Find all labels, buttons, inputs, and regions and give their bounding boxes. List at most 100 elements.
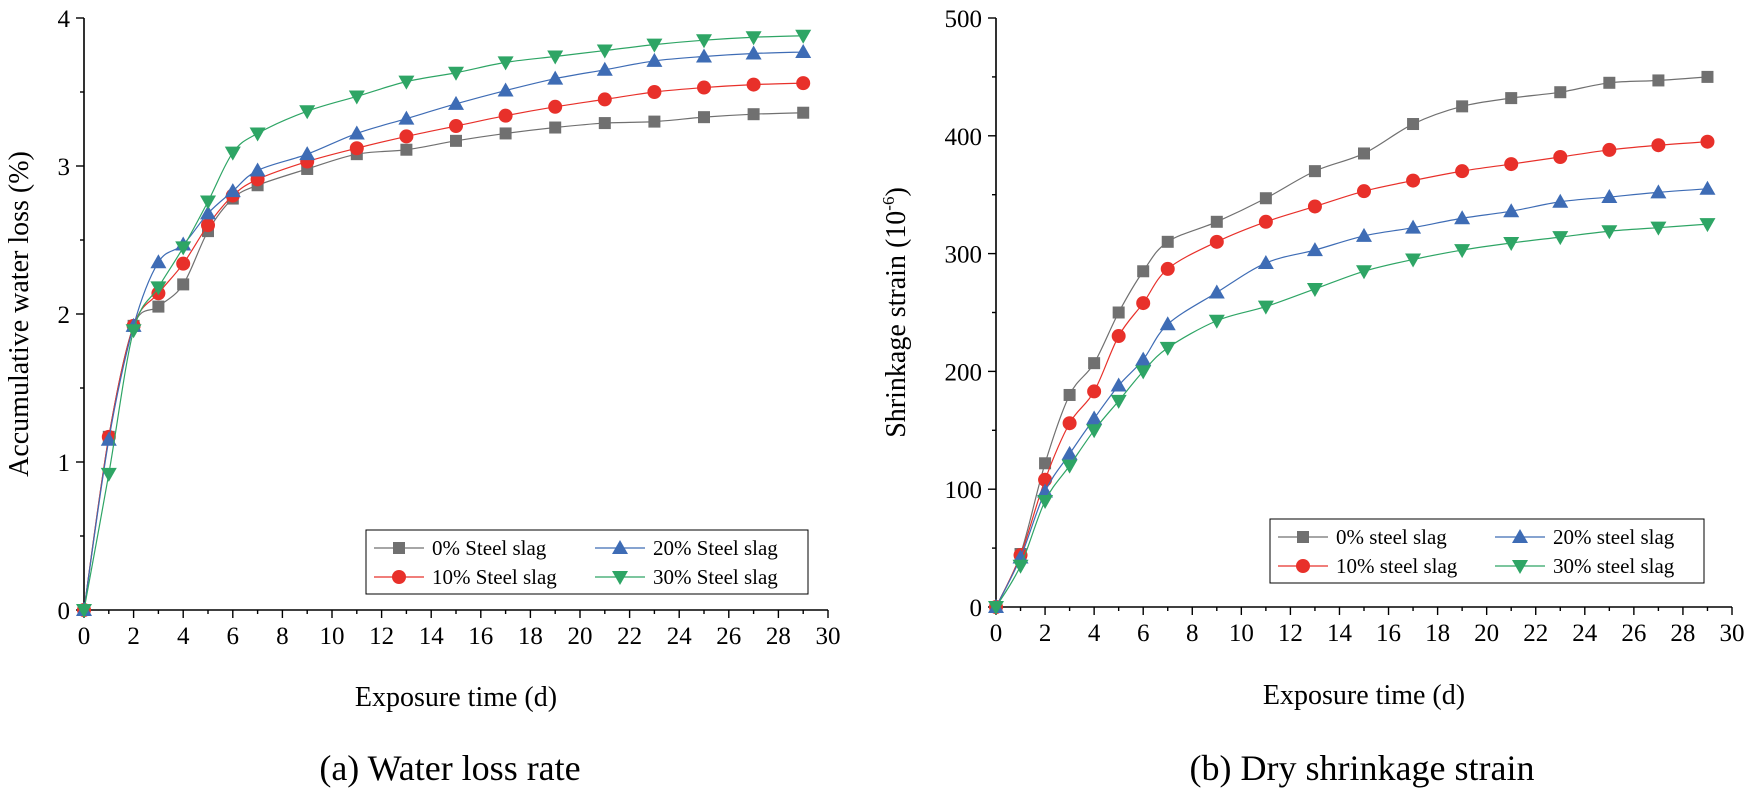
x-tick-label: 18 [518, 623, 543, 650]
data-point [1137, 265, 1150, 278]
y-tick-label: 4 [58, 6, 71, 33]
data-point [647, 85, 662, 99]
data-point [1356, 227, 1372, 242]
x-tick-label: 0 [78, 623, 91, 650]
data-point [646, 38, 663, 53]
data-point [125, 324, 142, 339]
data-point [698, 111, 710, 124]
data-point [1505, 92, 1518, 105]
data-point [175, 241, 192, 256]
data-point [177, 278, 190, 291]
data-point [1405, 253, 1422, 268]
legend-marker [612, 540, 628, 554]
data-point [1159, 341, 1176, 356]
data-point [398, 110, 415, 125]
y-tick-label: 500 [945, 6, 983, 33]
legend-item: 30% Steel slag [595, 565, 778, 589]
x-tick-label: 28 [766, 623, 791, 650]
data-point [697, 80, 711, 95]
legend-label: 10% Steel slag [432, 565, 557, 589]
x-tick-label: 30 [1720, 620, 1745, 647]
data-point [1308, 165, 1321, 178]
data-point [1160, 261, 1175, 276]
y-tick-label: 300 [945, 242, 983, 269]
y-tick-label: 400 [945, 124, 983, 151]
x-tick-label: 12 [369, 623, 394, 650]
y-axis-title: Shrinkage strain (10-6) [879, 187, 912, 438]
data-point [1552, 231, 1569, 246]
x-axis-title: Exposure time (d) [1263, 680, 1465, 711]
legend-marker [612, 571, 628, 585]
data-point [1454, 244, 1471, 259]
data-point [1356, 265, 1372, 280]
data-point [1088, 357, 1101, 370]
data-point [1406, 173, 1421, 188]
data-point [498, 108, 513, 123]
legend-label: 30% steel slag [1553, 554, 1675, 578]
data-point [648, 115, 661, 128]
data-point [1037, 494, 1054, 509]
y-tick-label: 2 [58, 302, 71, 329]
data-point [1554, 86, 1567, 99]
data-point [299, 105, 316, 120]
data-point [1503, 236, 1520, 251]
series-line [83, 51, 804, 611]
x-tick-label: 2 [1039, 620, 1052, 647]
data-point [152, 300, 165, 313]
x-axis-title: Exposure time (d) [355, 682, 557, 713]
data-point [598, 117, 611, 130]
x-tick-label: 20 [1474, 620, 1499, 647]
data-point [646, 52, 663, 67]
y-tick-label: 0 [970, 595, 983, 622]
data-point [1063, 388, 1076, 401]
data-point [1503, 203, 1520, 218]
panel-b-shrinkage: 0 2 4 6 8 10 12 14 16 18 20 22 24 26 28 300100200300400… [879, 6, 1745, 788]
data-point [1504, 157, 1519, 172]
data-point [201, 218, 215, 233]
data-point [100, 431, 117, 446]
data-point [1651, 138, 1666, 153]
panel-a-water-loss: 0 2 4 6 8 10 12 14 16 18 20 22 24 26 28 3001234Exposure… [4, 6, 841, 788]
legend-label: 20% steel slag [1553, 525, 1675, 549]
x-tick-label: 16 [468, 623, 493, 650]
x-tick-label: 30 [816, 623, 841, 650]
data-point [1701, 70, 1714, 83]
legend-marker [1297, 531, 1309, 543]
legend-marker [1512, 560, 1528, 574]
data-point [1553, 150, 1568, 165]
y-tick-label: 200 [945, 359, 983, 386]
legend-box [365, 529, 809, 595]
data-point [1652, 74, 1665, 87]
legend-item: 30% steel slag [1495, 554, 1675, 578]
data-point [1110, 377, 1127, 392]
x-tick-label: 24 [1572, 620, 1598, 647]
data-point [200, 205, 216, 220]
data-point [176, 256, 191, 271]
data-point [349, 141, 364, 156]
data-point [795, 29, 812, 44]
x-tick-label: 26 [716, 623, 741, 650]
data-point [499, 127, 512, 140]
data-point [696, 34, 712, 49]
data-point [747, 108, 760, 121]
data-point [1061, 459, 1078, 474]
data-point [1603, 76, 1616, 89]
x-tick-label: 10 [1229, 620, 1254, 647]
data-point [448, 66, 464, 81]
panel-caption: (b) Dry shrinkage strain [1190, 748, 1535, 788]
legend-box [1269, 518, 1705, 584]
data-point [596, 61, 613, 76]
data-point [1111, 329, 1126, 344]
legend-label: 20% Steel slag [653, 536, 778, 560]
data-point [1454, 210, 1471, 225]
data-point [399, 129, 414, 144]
data-point [797, 106, 810, 119]
x-tick-label: 24 [667, 623, 693, 650]
legend-item: 20% steel slag [1495, 525, 1675, 549]
data-point [1086, 424, 1103, 439]
data-point [1161, 235, 1174, 248]
data-point [1602, 142, 1617, 157]
data-point [1087, 384, 1102, 399]
legend-marker [1296, 559, 1310, 573]
